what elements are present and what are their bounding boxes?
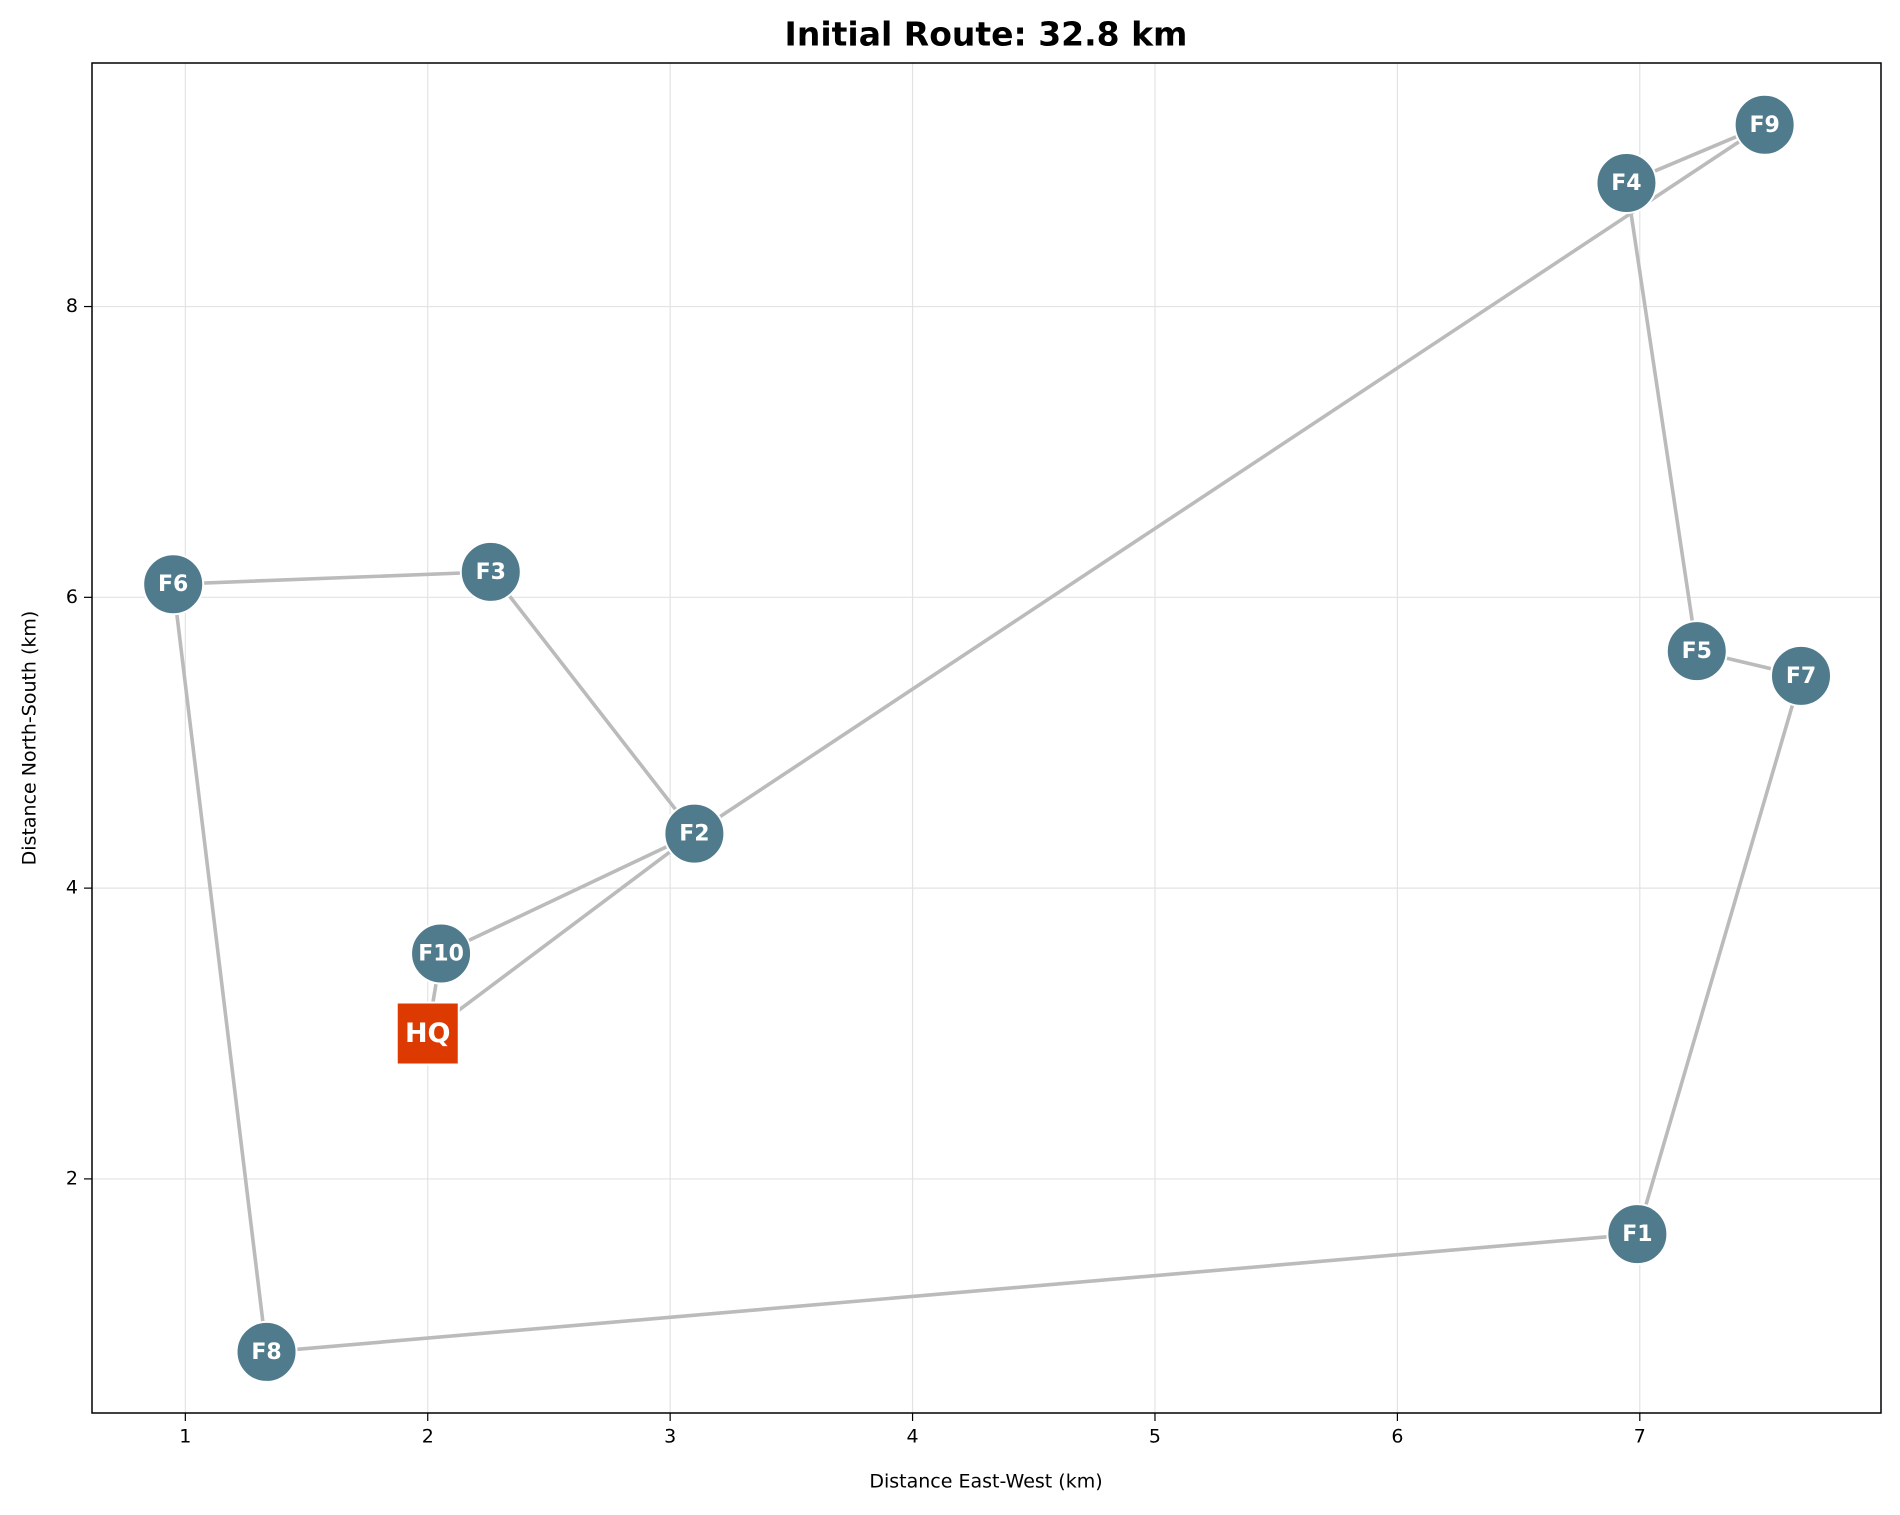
stop-label: HQ <box>405 1018 451 1049</box>
stop-label: F7 <box>1786 664 1816 689</box>
stop-label: F3 <box>476 560 506 585</box>
stop-marker <box>663 802 726 865</box>
stop-label: F10 <box>418 942 464 967</box>
stop-marker <box>1665 620 1728 683</box>
x-tick-label: 3 <box>664 1426 676 1448</box>
stop-label: F4 <box>1611 171 1641 196</box>
y-tick-label: 6 <box>66 586 78 608</box>
x-axis-label: Distance East-West (km) <box>869 1471 1102 1493</box>
stop-label: F5 <box>1682 639 1712 664</box>
stop-label: F9 <box>1749 113 1779 138</box>
stop-marker <box>142 553 205 616</box>
y-tick-label: 2 <box>66 1167 78 1189</box>
route-line <box>171 122 1803 1354</box>
chart-title: Initial Route: 32.8 km <box>785 15 1188 54</box>
y-tick-label: 4 <box>66 877 78 899</box>
x-tick-label: 5 <box>1149 1426 1161 1448</box>
stop-label: F6 <box>158 572 188 597</box>
stop-label: F1 <box>1622 1222 1652 1247</box>
x-tick-label: 2 <box>422 1426 434 1448</box>
stop-label: F8 <box>251 1340 281 1365</box>
stop-marker <box>1733 93 1796 156</box>
stop-marker <box>235 1320 298 1383</box>
y-tick-label: 8 <box>66 295 78 317</box>
depot-marker <box>395 1001 460 1066</box>
x-tick-label: 4 <box>907 1426 919 1448</box>
stop-marker <box>1770 644 1833 707</box>
stop-marker <box>1595 151 1658 214</box>
stop-marker <box>410 922 473 985</box>
stop-label: F2 <box>679 822 709 847</box>
y-axis-label: Distance North-South (km) <box>19 611 41 866</box>
x-tick-label: 6 <box>1391 1426 1403 1448</box>
stop-marker <box>1606 1203 1669 1266</box>
x-tick-label: 7 <box>1634 1426 1646 1448</box>
plot-frame <box>91 62 1882 1414</box>
x-tick-label: 1 <box>179 1426 191 1448</box>
stop-marker <box>459 540 522 603</box>
